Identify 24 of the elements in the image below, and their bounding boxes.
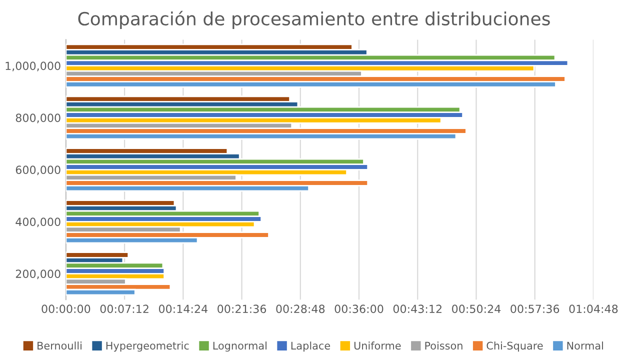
x-tick-label: 00:21:36 (218, 304, 266, 314)
legend-label: Bernoulli (38, 342, 82, 350)
x-tick-label: 00:43:12 (393, 304, 442, 314)
x-tick-label: 00:28:48 (276, 304, 325, 314)
x-tick-label: 00:50:24 (452, 304, 501, 314)
chart-title: Comparación de procesamiento entre distribuciones (78, 10, 550, 30)
y-tick-label: 800,000 (16, 114, 60, 124)
legend-label: Normal (567, 342, 603, 350)
legend-label: Lognormal (213, 342, 266, 352)
legend-label: Laplace (291, 342, 330, 352)
legend-label: Uniforme (354, 342, 401, 350)
legend-label: Chi-Square (486, 342, 543, 352)
y-tick-label: 1,000,000 (6, 62, 60, 72)
legend-label: Poisson (425, 342, 462, 350)
y-tick-label: 600,000 (16, 166, 60, 176)
x-tick-label: 00:14:24 (158, 304, 208, 314)
x-tick-label: 00:57:36 (510, 304, 560, 314)
x-tick-label: 00:36:00 (334, 304, 384, 314)
x-tick-label: 01:04:48 (569, 304, 618, 314)
legend-label: Hypergeometric (106, 342, 189, 352)
y-tick-label: 200,000 (16, 270, 60, 280)
x-tick-label: 00:07:12 (100, 304, 148, 314)
x-tick-label: 00:00:00 (42, 304, 90, 314)
y-tick-label: 400,000 (16, 218, 60, 228)
